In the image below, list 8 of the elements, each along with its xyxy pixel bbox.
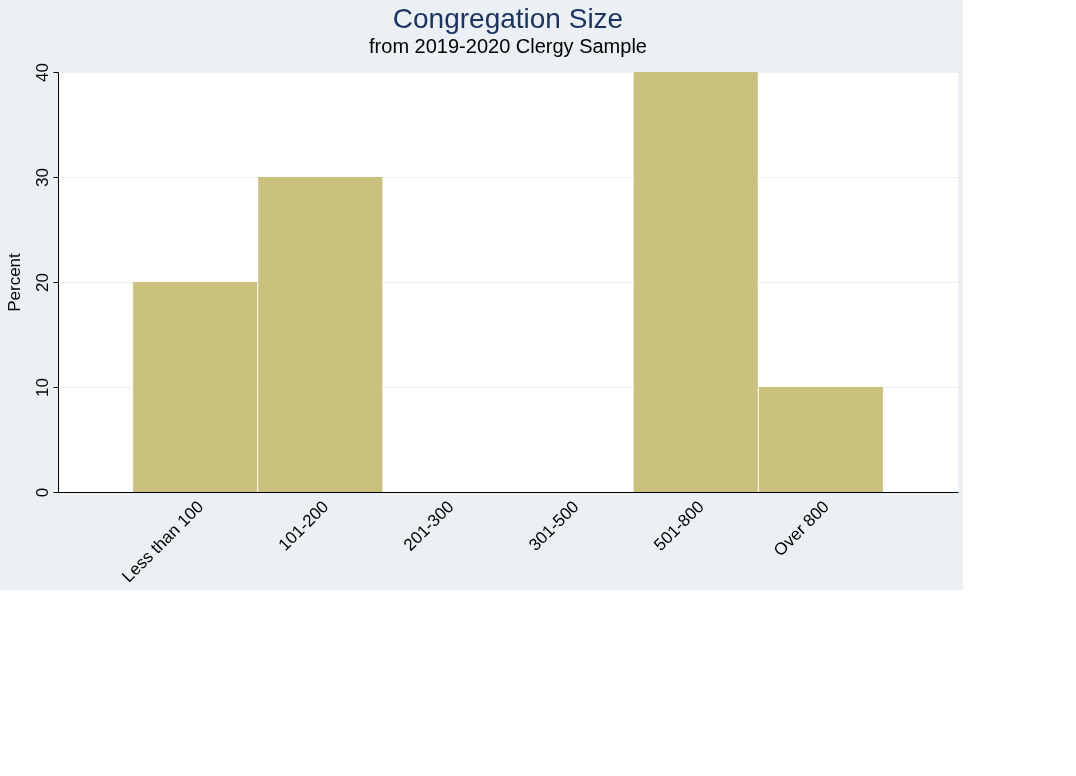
chart-title: Congregation Size	[392, 2, 624, 34]
chart-subtitle: from 2019-2020 Clergy Sample	[369, 34, 647, 57]
y-tick-label: 10	[32, 378, 52, 397]
y-tick-label: 20	[32, 273, 52, 292]
y-axis-title: Percent	[4, 252, 24, 312]
y-tick-label: 40	[32, 63, 52, 82]
y-tick-label: 0	[32, 487, 52, 498]
y-tick-label: 30	[32, 168, 52, 187]
